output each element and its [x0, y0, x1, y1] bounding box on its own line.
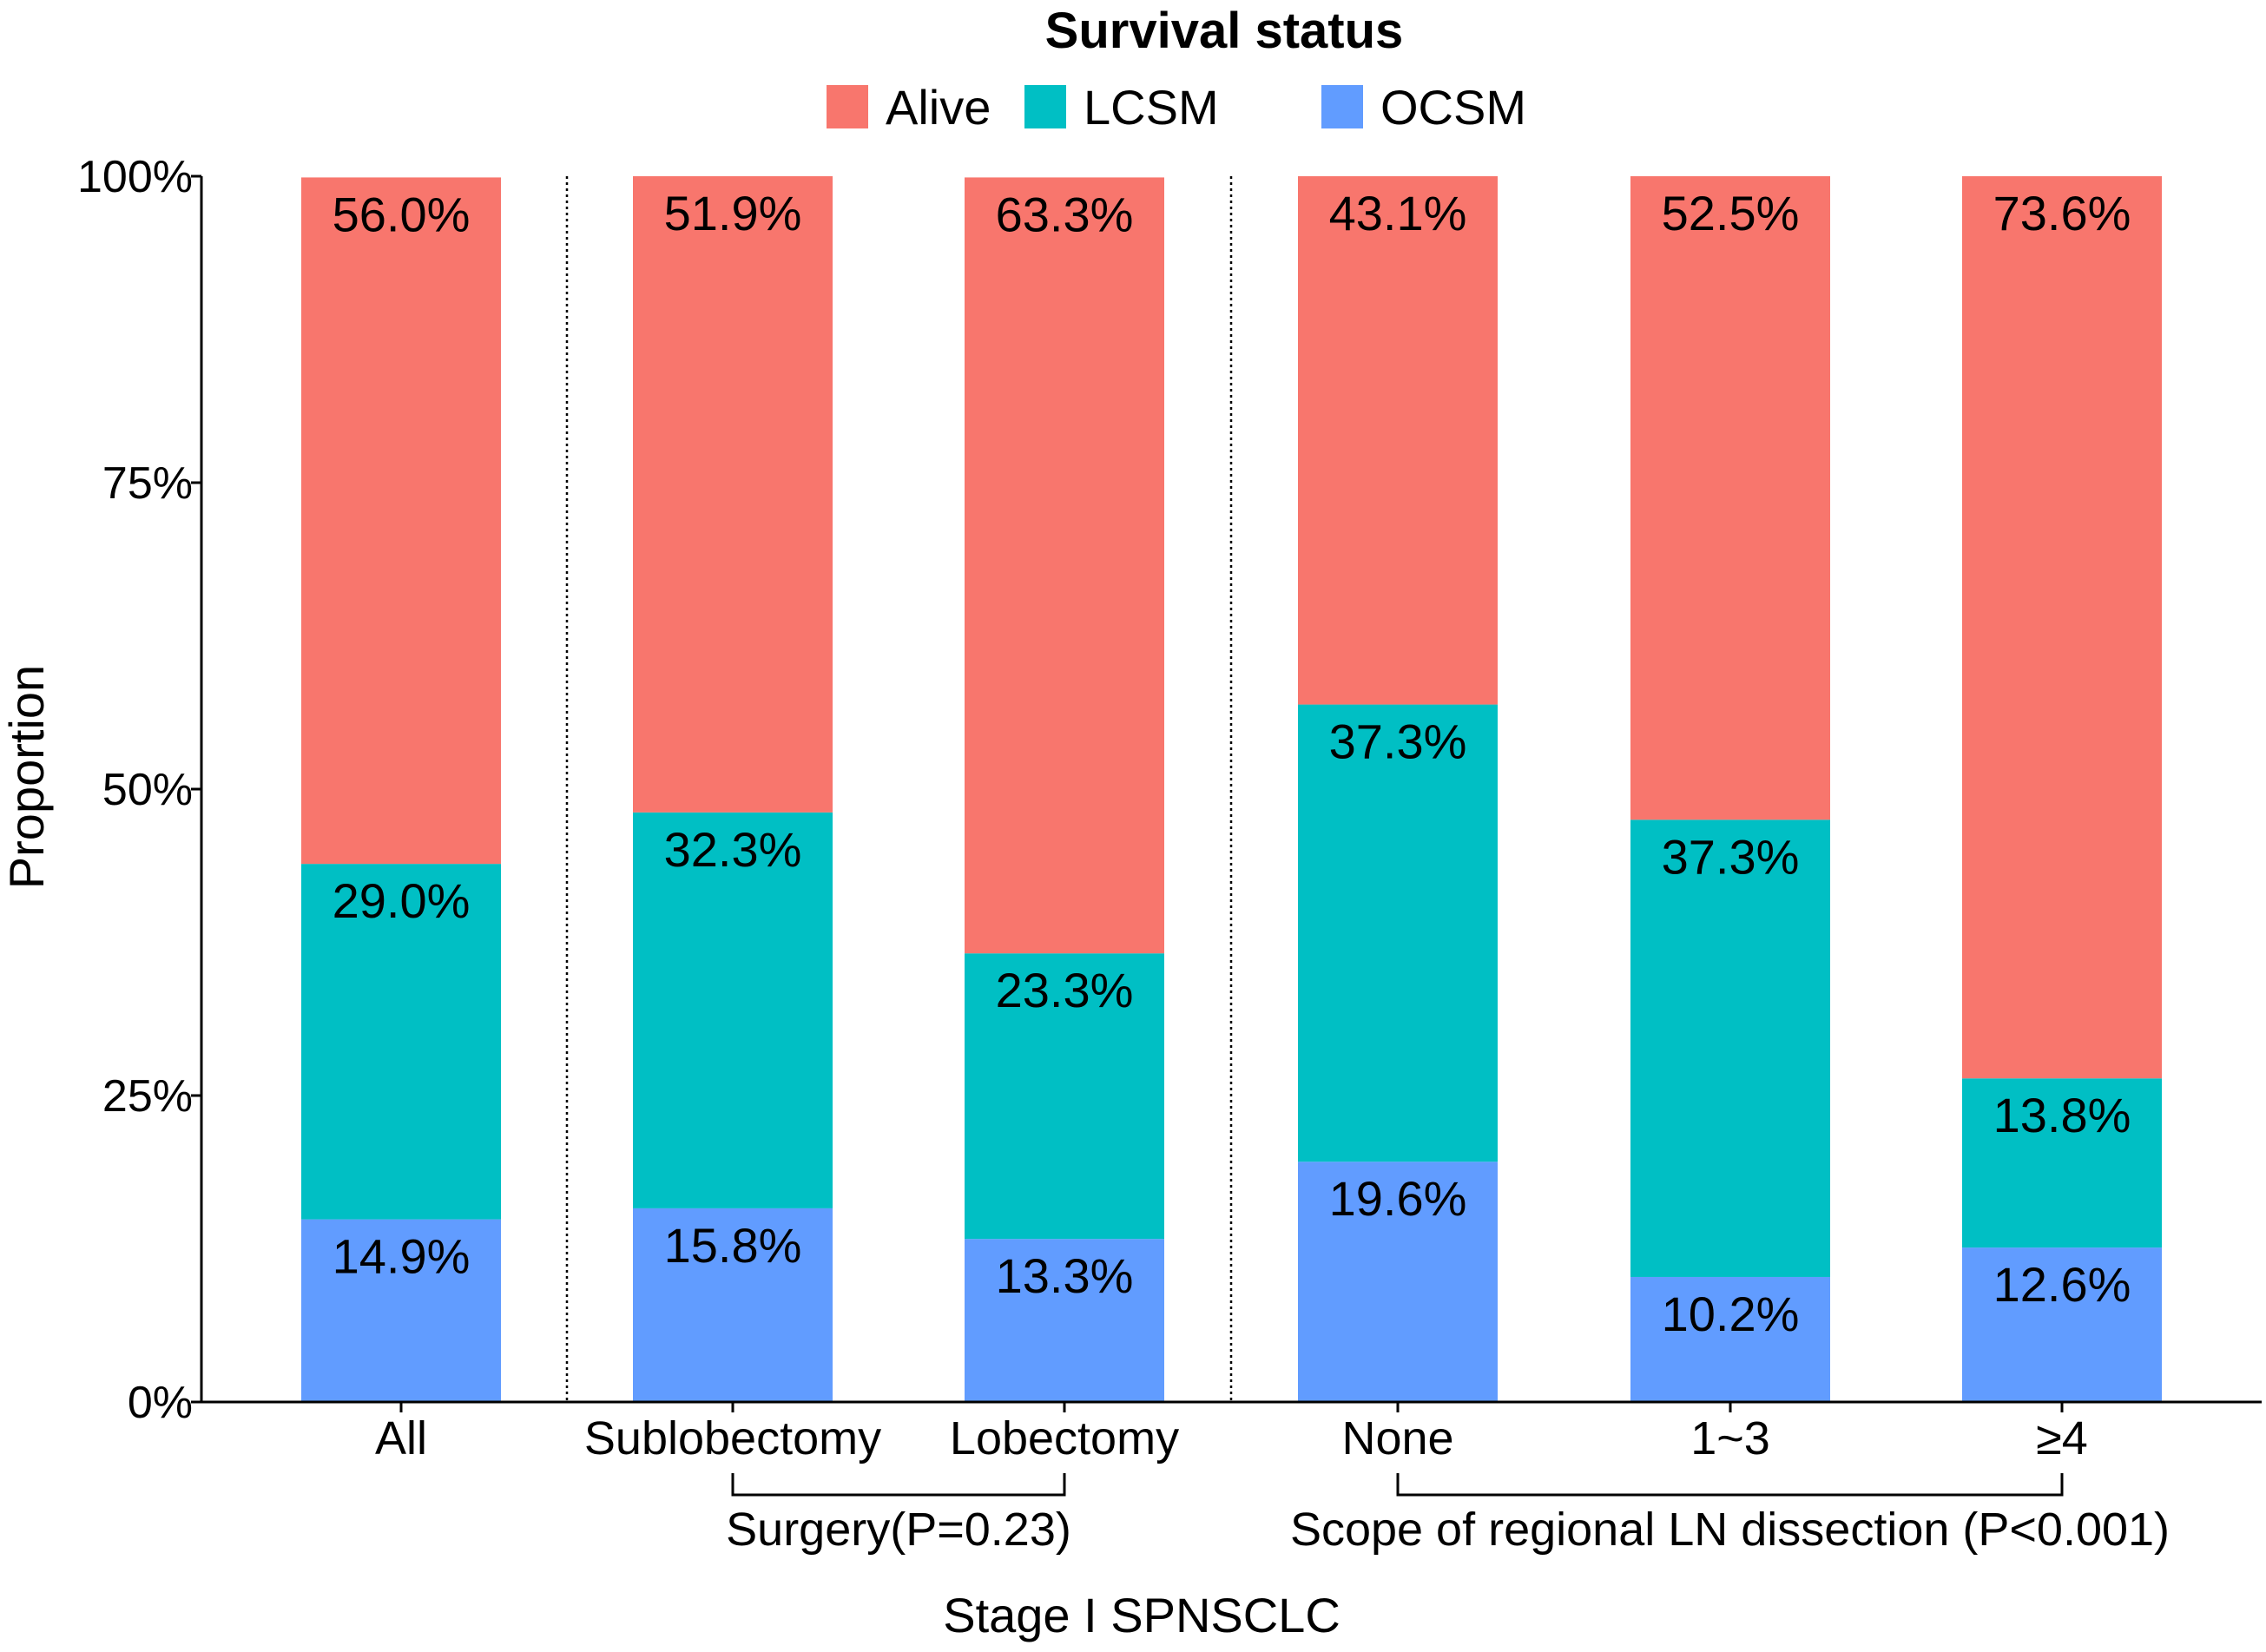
data-label-ocsm-lobectomy: 13.3%: [996, 1248, 1134, 1303]
x-tick-label-sublobectomy: Sublobectomy: [584, 1412, 881, 1464]
bar-lcsm-none: [1298, 704, 1498, 1162]
bar-ocsm-sublobectomy: [633, 1208, 833, 1402]
data-label-alive-all: 56.0%: [333, 187, 471, 241]
legend-label-lcsm: LCSM: [1084, 80, 1219, 135]
x-tick-label-all: All: [375, 1412, 427, 1464]
bar-alive-sublobectomy: [633, 176, 833, 813]
x-tick-label-none: None: [1341, 1412, 1453, 1464]
x-axis: All Sublobectomy Lobectomy None 1~3 ≥4: [201, 1400, 2262, 1464]
x-axis-title: Stage I SPNSCLC: [943, 1588, 1340, 1642]
legend-swatch-lcsm: [1024, 85, 1066, 128]
x-tick-label-1-3: 1~3: [1690, 1412, 1770, 1464]
data-label-lcsm-sublobectomy: 32.3%: [664, 822, 802, 877]
data-label-lcsm-1-3: 37.3%: [1662, 829, 1800, 884]
legend-title: Survival status: [1045, 3, 1404, 59]
y-tick-label-50: 50%: [102, 765, 193, 815]
bar-alive-1-3: [1630, 176, 1830, 820]
y-axis: 0% 25% 50% 75% 100%: [77, 152, 203, 1428]
bar-ocsm-lobectomy: [965, 1239, 1164, 1402]
legend-swatch-ocsm: [1321, 85, 1363, 128]
bar-lcsm-ge4: [1962, 1078, 2162, 1248]
data-label-alive-ge4: 73.6%: [1993, 186, 2131, 240]
bar-alive-all: [301, 177, 501, 865]
group-brackets: Surgery(P=0.23) Scope of regional LN diss…: [726, 1473, 2170, 1556]
x-tick-label-lobectomy: Lobectomy: [950, 1412, 1179, 1464]
data-label-lcsm-all: 29.0%: [333, 873, 471, 928]
bracket-1: [731, 1473, 1066, 1497]
bar-lcsm-lobectomy: [965, 953, 1164, 1240]
data-label-alive-1-3: 52.5%: [1662, 186, 1800, 240]
bracket-2: [1396, 1473, 2064, 1497]
bar-ocsm-none: [1298, 1162, 1498, 1402]
bar-alive-ge4: [1962, 176, 2162, 1079]
bar-ocsm-1-3: [1630, 1276, 1830, 1402]
bar-lcsm-sublobectomy: [633, 812, 833, 1208]
y-tick-label-0: 0%: [128, 1378, 193, 1428]
data-label-alive-lobectomy: 63.3%: [996, 187, 1134, 241]
data-label-lcsm-lobectomy: 23.3%: [996, 963, 1134, 1017]
legend-swatch-alive: [827, 85, 868, 128]
data-label-ocsm-all: 14.9%: [333, 1229, 471, 1284]
y-axis-title: Proportion: [0, 665, 54, 889]
bracket-label-1: Surgery(P=0.23): [726, 1504, 1071, 1556]
y-tick-label-75: 75%: [102, 458, 193, 509]
data-label-lcsm-none: 37.3%: [1329, 714, 1467, 769]
bracket-label-2: Scope of regional LN dissection (P<0.001…: [1290, 1504, 2170, 1556]
data-label-alive-sublobectomy: 51.9%: [664, 186, 802, 240]
data-label-alive-none: 43.1%: [1329, 186, 1467, 240]
legend-label-ocsm: OCSM: [1380, 80, 1526, 135]
legend-label-alive: Alive: [886, 80, 991, 135]
legend: Survival status Alive LCSM OCSM: [827, 3, 1526, 135]
data-label-ocsm-none: 19.6%: [1329, 1171, 1467, 1226]
plot-area: 14.9% 29.0% 56.0% 15.8% 32.3% 51.9% 13.3% 23.3%…: [301, 176, 2162, 1402]
bar-ocsm-ge4: [1962, 1247, 2162, 1402]
y-tick-label-100: 100%: [77, 152, 193, 202]
bar-lcsm-1-3: [1630, 819, 1830, 1277]
data-label-ocsm-1-3: 10.2%: [1662, 1287, 1800, 1341]
data-label-ocsm-ge4: 12.6%: [1993, 1257, 2131, 1312]
data-label-lcsm-ge4: 13.8%: [1993, 1088, 2131, 1142]
bar-ocsm-all: [301, 1219, 501, 1402]
x-tick-label-ge4: ≥4: [2036, 1412, 2088, 1464]
data-label-ocsm-sublobectomy: 15.8%: [664, 1218, 802, 1273]
bar-alive-lobectomy: [965, 177, 1164, 954]
bar-lcsm-all: [301, 864, 501, 1220]
bar-alive-none: [1298, 176, 1498, 705]
y-tick-label-25: 25%: [102, 1071, 193, 1122]
